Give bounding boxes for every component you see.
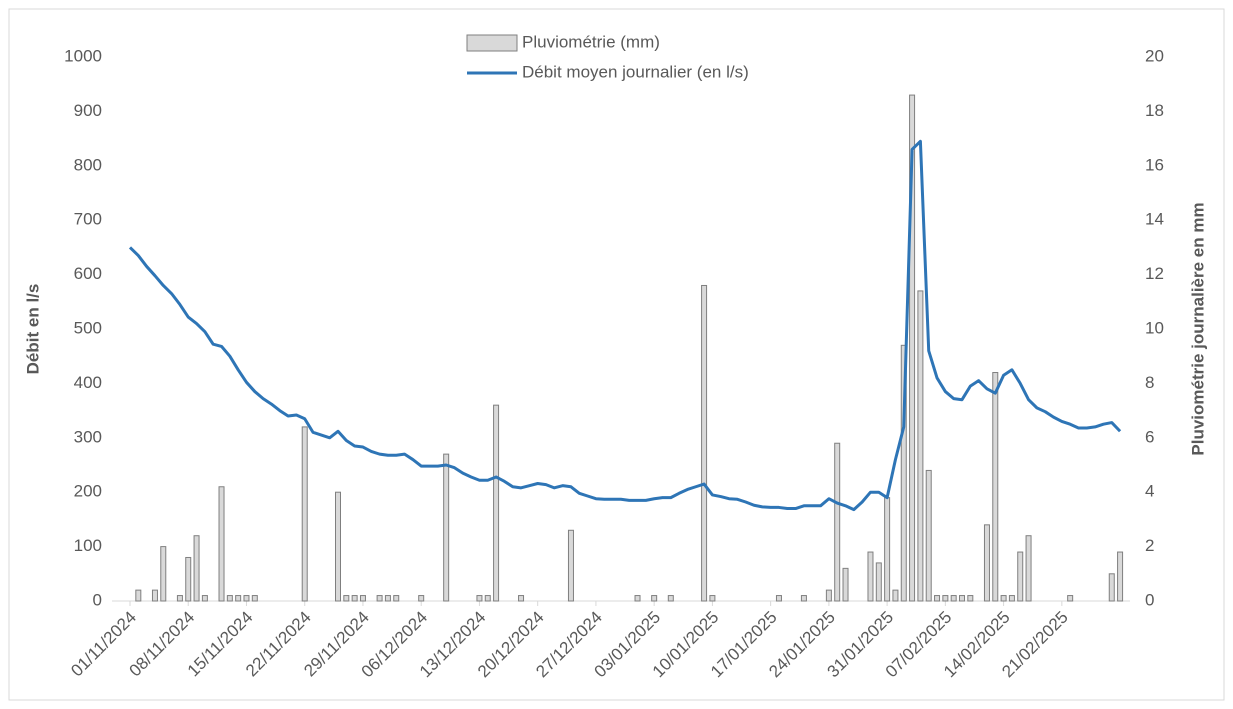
rain-bar [834, 442, 841, 602]
rain-bar [359, 595, 366, 602]
rain-bar [983, 524, 990, 602]
y2-tick-label: 20 [1145, 46, 1164, 65]
rain-bar [226, 595, 233, 602]
rain-bar [443, 453, 450, 602]
y-tick-label: 0 [93, 590, 102, 609]
rain-bar [185, 556, 192, 602]
rain-bar [1000, 595, 1007, 602]
y-tick-label: 200 [74, 482, 102, 501]
rain-bar [160, 546, 167, 602]
y2-tick-label: 12 [1145, 264, 1164, 283]
rain-bar [1067, 595, 1074, 602]
rain-bar [476, 595, 483, 602]
rain-bar [842, 567, 849, 602]
legend-swatch [466, 34, 518, 52]
rain-bar [709, 595, 716, 602]
rain-bar [634, 595, 641, 602]
rain-bar [959, 595, 965, 602]
rain-bar [201, 595, 208, 602]
rain-bar [884, 497, 891, 602]
y-tick-label: 500 [74, 318, 102, 337]
rain-bar [151, 589, 158, 602]
rain-bar [1025, 535, 1032, 602]
y-tick-label: 700 [74, 210, 102, 229]
y2-axis-title: Pluviométrie journalière en mm [1188, 202, 1207, 455]
rain-bar [135, 589, 142, 602]
y-tick-label: 1000 [64, 46, 102, 65]
rain-bar [651, 595, 658, 602]
rain-bar [925, 469, 932, 602]
y2-tick-label: 14 [1145, 210, 1164, 229]
rain-bar [900, 344, 907, 602]
rain-bar [351, 595, 358, 602]
rain-bar [567, 529, 574, 602]
y-tick-label: 600 [74, 264, 102, 283]
rain-bar [493, 404, 500, 602]
rain-bar [376, 595, 383, 602]
rain-bar [950, 595, 957, 602]
rain-bar [393, 595, 400, 602]
rain-bar [1017, 551, 1024, 602]
rain-bar [418, 595, 425, 602]
rain-bar [384, 595, 391, 602]
flow-line [128, 139, 1122, 512]
rain-bar [484, 595, 491, 602]
rain-bar [934, 595, 941, 602]
rain-bar [1117, 551, 1124, 602]
y2-tick-label: 16 [1145, 155, 1164, 174]
rain-bar [917, 290, 924, 602]
rain-bar [1108, 573, 1115, 602]
legend-label: Pluviométrie (mm) [522, 32, 660, 51]
rain-bar [176, 595, 183, 602]
chart-frame [8, 8, 1225, 701]
y-tick-label: 400 [74, 373, 102, 392]
rain-bar [218, 486, 225, 602]
y2-tick-label: 0 [1145, 590, 1154, 609]
y-tick-label: 900 [74, 101, 102, 120]
rain-bar [992, 372, 999, 602]
rain-bar [301, 426, 308, 602]
y-tick-label: 800 [74, 155, 102, 174]
rain-bar [701, 284, 708, 602]
rain-bar [775, 595, 782, 602]
y2-tick-label: 4 [1145, 482, 1154, 501]
y2-tick-label: 6 [1145, 427, 1154, 446]
y-tick-label: 300 [74, 427, 102, 446]
y-axis-title: Débit en l/s [23, 284, 42, 375]
rain-bar [800, 595, 807, 602]
rain-bar [343, 595, 350, 602]
rain-bar [967, 595, 974, 602]
y2-tick-label: 2 [1145, 536, 1154, 555]
rain-bar [1008, 595, 1015, 602]
rain-bar [518, 595, 525, 602]
y2-tick-label: 8 [1145, 373, 1154, 392]
y2-tick-label: 10 [1145, 318, 1164, 337]
rain-bar [909, 94, 916, 602]
rain-bar [235, 595, 242, 602]
rain-bar [667, 595, 674, 602]
rain-bar [251, 595, 258, 602]
rain-bar [942, 595, 949, 602]
rain-bar [243, 595, 250, 602]
rain-bar [867, 551, 874, 602]
y2-tick-label: 18 [1145, 101, 1164, 120]
legend-label: Débit moyen journalier (en l/s) [522, 62, 749, 81]
rain-bar [193, 535, 200, 602]
y-tick-label: 100 [74, 536, 102, 555]
rain-bar [825, 589, 832, 602]
rain-bar [875, 562, 882, 602]
rain-bar [335, 491, 341, 602]
rain-bar [892, 589, 899, 602]
